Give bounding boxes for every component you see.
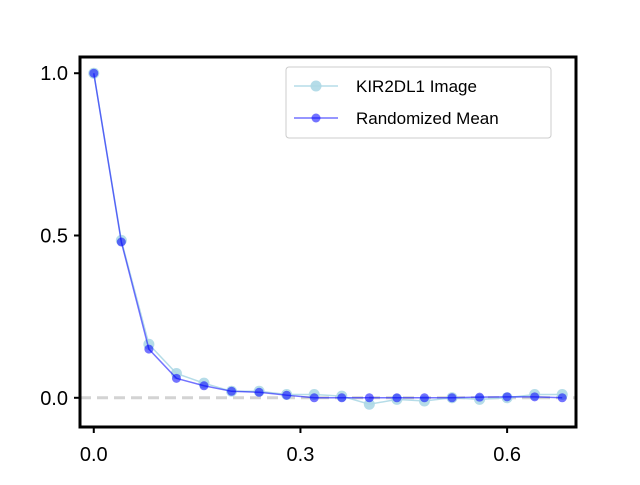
y-tick-label: 1.0 — [40, 63, 68, 85]
x-axis: 0.0 0.3 0.6 — [80, 427, 521, 466]
legend-label-randomized-mean: Randomized Mean — [356, 109, 499, 128]
data-point-kir2dl1-image — [363, 398, 375, 410]
data-point-randomized-mean — [392, 393, 402, 403]
data-point-randomized-mean — [199, 381, 209, 391]
series-line-randomized-mean — [93, 73, 563, 399]
legend-box — [285, 66, 552, 139]
data-point-randomized-mean — [171, 373, 181, 383]
data-point-randomized-mean — [282, 390, 292, 400]
data-point-randomized-mean — [419, 393, 429, 403]
data-point-randomized-mean — [475, 392, 485, 402]
legend-label-kir2dl1-image: KIR2DL1 Image — [356, 77, 477, 96]
y-tick-label: 0.5 — [40, 226, 68, 248]
data-point-randomized-mean — [254, 387, 264, 397]
x-tick-label: 0.3 — [287, 444, 315, 466]
data-point-randomized-mean — [89, 68, 99, 78]
data-point-randomized-mean — [144, 344, 154, 354]
data-point-randomized-mean — [309, 393, 319, 403]
data-point-randomized-mean — [364, 393, 374, 403]
legend-marker-randomized-mean — [311, 113, 321, 123]
legend: KIR2DL1 Image Randomized Mean — [285, 66, 552, 139]
data-point-randomized-mean — [337, 393, 347, 403]
y-tick-label: 0.0 — [40, 388, 68, 410]
legend-marker-kir2dl1-image — [310, 80, 322, 92]
data-point-randomized-mean — [530, 392, 540, 402]
x-tick-label: 0.0 — [80, 444, 108, 466]
series-layer — [88, 67, 568, 410]
x-tick-label: 0.6 — [493, 444, 521, 466]
plot-frame — [78, 55, 578, 429]
data-point-randomized-mean — [447, 393, 457, 403]
data-point-randomized-mean — [227, 386, 237, 396]
data-point-randomized-mean — [502, 392, 512, 402]
data-point-randomized-mean — [116, 237, 126, 247]
data-point-randomized-mean — [557, 393, 567, 403]
